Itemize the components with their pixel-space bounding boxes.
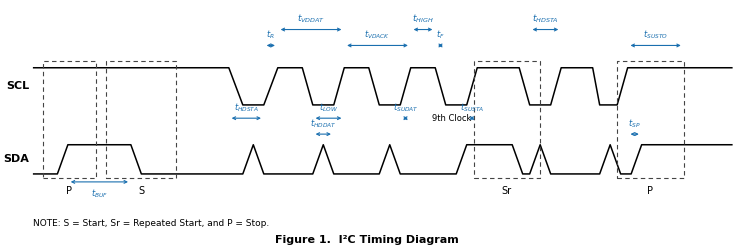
Text: $t_{VDACK}$: $t_{VDACK}$ xyxy=(364,29,390,41)
Text: $t_{SP}$: $t_{SP}$ xyxy=(628,117,641,130)
Text: $t_{SUSTO}$: $t_{SUSTO}$ xyxy=(643,29,668,41)
Text: $t_{HDSTA}$: $t_{HDSTA}$ xyxy=(233,102,259,114)
Text: $t_{SUSTA}$: $t_{SUSTA}$ xyxy=(460,102,484,114)
Text: $t_{BUF}$: $t_{BUF}$ xyxy=(91,187,108,200)
Text: $t_R$: $t_R$ xyxy=(266,29,275,41)
Text: $t_{HDSTA}$: $t_{HDSTA}$ xyxy=(532,13,559,25)
Text: SDA: SDA xyxy=(4,154,29,164)
Text: Sr: Sr xyxy=(501,186,512,196)
Text: Figure 1.  I²C Timing Diagram: Figure 1. I²C Timing Diagram xyxy=(275,235,459,245)
Text: NOTE: S = Start, Sr = Repeated Start, and P = Stop.: NOTE: S = Start, Sr = Repeated Start, an… xyxy=(33,219,269,228)
Text: $t_F$: $t_F$ xyxy=(436,29,445,41)
Text: $t_{HDDAT}$: $t_{HDDAT}$ xyxy=(310,117,337,130)
Text: S: S xyxy=(138,186,145,196)
Text: $t_{SUDAT}$: $t_{SUDAT}$ xyxy=(393,102,418,114)
Text: $t_{HIGH}$: $t_{HIGH}$ xyxy=(413,13,434,25)
Text: P: P xyxy=(647,186,653,196)
Text: SCL: SCL xyxy=(7,81,29,91)
Text: $t_{LOW}$: $t_{LOW}$ xyxy=(319,102,338,114)
Text: 9th Clock: 9th Clock xyxy=(432,114,471,123)
Text: $t_{VDDAT}$: $t_{VDDAT}$ xyxy=(297,13,325,25)
Text: P: P xyxy=(66,186,72,196)
